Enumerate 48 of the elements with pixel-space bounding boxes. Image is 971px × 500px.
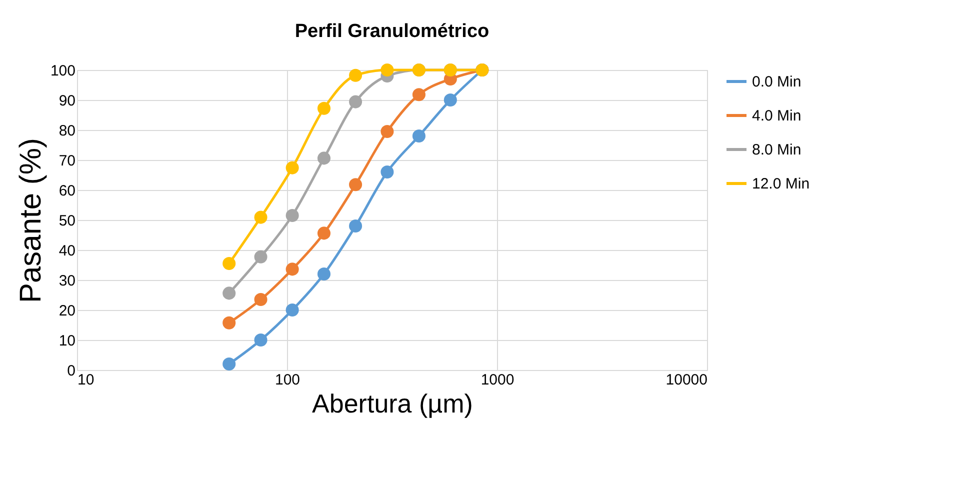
point	[222, 316, 236, 330]
y-tick-label: 90	[58, 92, 76, 110]
x-axis-title: Abertura (µm)	[312, 388, 473, 418]
point	[254, 210, 268, 224]
point	[317, 102, 330, 115]
point	[412, 129, 426, 143]
point	[222, 286, 236, 300]
point	[444, 93, 457, 107]
point	[349, 178, 362, 192]
y-tick-label: 0	[67, 362, 76, 380]
point	[286, 303, 299, 317]
y-tick-label: 50	[58, 212, 76, 230]
legend-label: 4.0 Min	[752, 108, 802, 124]
y-tick-label: 40	[58, 242, 76, 260]
point	[254, 333, 268, 347]
x-tick-label: 10	[78, 372, 94, 388]
y-tick-label: 10	[58, 332, 76, 350]
x-tick-label: 1000	[480, 372, 514, 388]
point	[317, 152, 330, 165]
y-tick-label: 20	[58, 302, 76, 320]
chart-title: Perfil Granulométrico	[294, 21, 490, 42]
point	[286, 208, 299, 222]
point	[317, 226, 330, 240]
x-tick-label: 100	[274, 372, 300, 388]
point	[286, 161, 299, 174]
point	[254, 250, 268, 264]
y-tick-label: 30	[58, 272, 76, 290]
y-tick-label: 60	[58, 182, 76, 200]
point	[317, 267, 330, 281]
y-tick-label: 100	[50, 62, 76, 80]
point	[349, 68, 362, 82]
y-tick-label: 70	[58, 152, 76, 170]
point	[222, 256, 236, 270]
point	[412, 88, 426, 102]
legend-label: 12.0 Min	[752, 176, 810, 192]
point	[349, 219, 362, 233]
point	[286, 262, 299, 276]
x-tick-label: 10000	[666, 372, 708, 388]
point	[349, 95, 362, 108]
point	[254, 292, 268, 306]
point	[380, 124, 394, 138]
legend-label: 8.0 Min	[752, 142, 802, 158]
y-tick-label: 80	[58, 122, 76, 140]
y-axis-title: Pasante (%)	[14, 138, 48, 304]
point	[380, 63, 394, 77]
point	[222, 357, 236, 371]
point	[380, 165, 394, 179]
legend-label: 0.0 Min	[752, 74, 802, 90]
